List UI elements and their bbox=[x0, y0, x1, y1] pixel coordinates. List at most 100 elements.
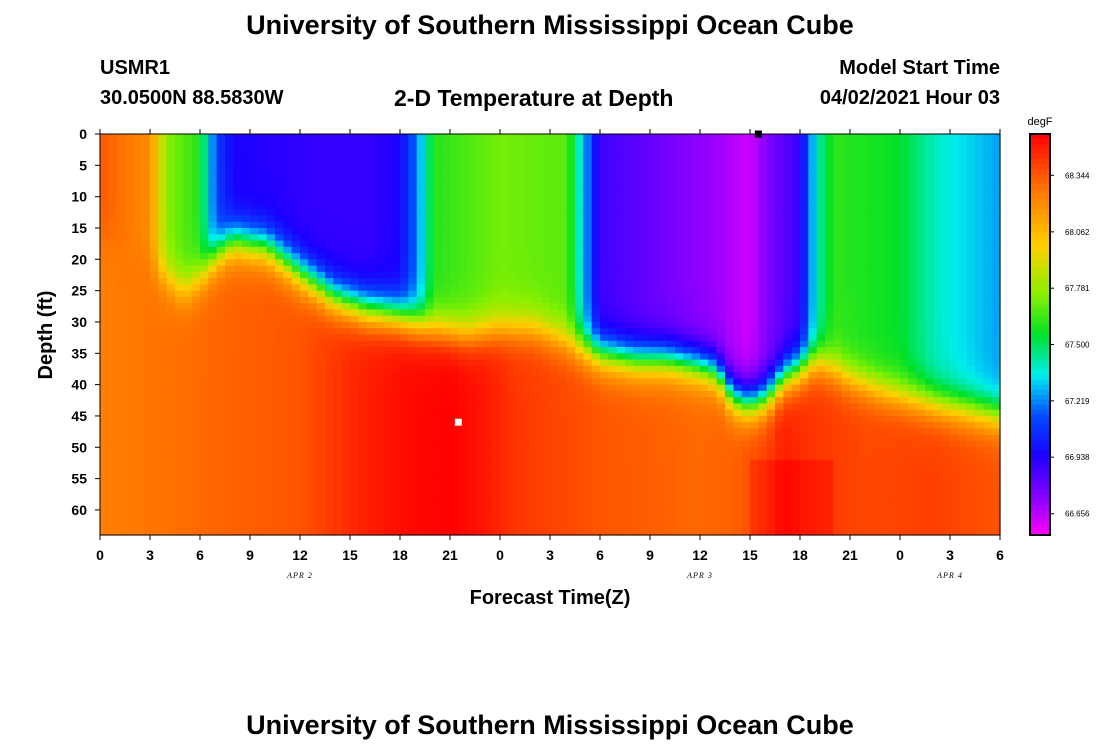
heatmap-cell bbox=[441, 171, 451, 179]
heatmap-cell bbox=[500, 321, 509, 329]
heatmap-cell bbox=[558, 215, 568, 223]
heatmap-cell bbox=[225, 478, 234, 486]
heatmap-cell bbox=[133, 290, 143, 298]
heatmap-cell bbox=[350, 453, 359, 461]
heatmap-cell bbox=[741, 372, 751, 379]
heatmap-cell bbox=[691, 215, 701, 223]
heatmap-cell bbox=[716, 303, 726, 311]
heatmap-cell bbox=[458, 271, 468, 279]
heatmap-cell bbox=[466, 177, 476, 185]
heatmap-cell bbox=[325, 459, 334, 467]
heatmap-cell bbox=[558, 422, 568, 430]
heatmap-cell bbox=[308, 240, 318, 248]
heatmap-cell bbox=[483, 497, 493, 505]
heatmap-cell bbox=[641, 171, 651, 179]
heatmap-cell bbox=[175, 140, 184, 148]
heatmap-cell bbox=[708, 484, 718, 492]
heatmap-cell bbox=[700, 202, 709, 210]
heatmap-cell bbox=[658, 503, 668, 511]
heatmap-cell bbox=[583, 434, 593, 442]
heatmap-cell bbox=[400, 472, 409, 480]
heatmap-cell bbox=[633, 278, 643, 285]
heatmap-cell bbox=[725, 353, 734, 361]
heatmap-cell bbox=[325, 516, 334, 524]
heatmap-cell bbox=[233, 422, 243, 430]
heatmap-cell bbox=[525, 227, 534, 235]
heatmap-cell bbox=[383, 202, 393, 210]
heatmap-cell bbox=[633, 428, 643, 436]
heatmap-cell bbox=[700, 403, 709, 411]
heatmap-cell bbox=[150, 134, 159, 141]
heatmap-cell bbox=[450, 503, 459, 511]
heatmap-cell bbox=[516, 309, 526, 317]
heatmap-cell bbox=[233, 503, 243, 511]
heatmap-cell bbox=[308, 484, 318, 492]
heatmap-cell bbox=[466, 528, 476, 536]
heatmap-cell bbox=[608, 165, 618, 173]
heatmap-cell bbox=[225, 334, 234, 342]
heatmap-cell bbox=[600, 152, 609, 160]
heatmap-cell bbox=[475, 184, 484, 191]
heatmap-cell bbox=[183, 409, 193, 417]
heatmap-cell bbox=[250, 278, 259, 285]
heatmap-cell bbox=[208, 253, 218, 260]
heatmap-cell bbox=[358, 390, 368, 398]
heatmap-cell bbox=[525, 397, 534, 405]
heatmap-cell bbox=[700, 516, 709, 524]
heatmap-cell bbox=[216, 271, 226, 279]
heatmap-cell bbox=[408, 209, 418, 217]
heatmap-cell bbox=[616, 378, 626, 386]
heatmap-cell bbox=[558, 353, 568, 361]
heatmap-cell bbox=[508, 397, 518, 405]
heatmap-cell bbox=[208, 165, 218, 173]
heatmap-cell bbox=[416, 353, 426, 361]
heatmap-cell bbox=[508, 509, 518, 517]
heatmap-cell bbox=[416, 152, 426, 160]
heatmap-cell bbox=[175, 522, 184, 530]
heatmap-cell bbox=[300, 190, 309, 198]
heatmap-cell bbox=[666, 484, 676, 492]
heatmap-cell bbox=[533, 134, 543, 141]
heatmap-cell bbox=[241, 390, 251, 398]
heatmap-cell bbox=[166, 384, 176, 392]
heatmap-cell bbox=[583, 441, 593, 448]
heatmap-cell bbox=[641, 441, 651, 448]
heatmap-cell bbox=[400, 278, 409, 285]
heatmap-cell bbox=[683, 378, 693, 386]
heatmap-cell bbox=[600, 472, 609, 480]
heatmap-cell bbox=[608, 478, 618, 486]
heatmap-cell bbox=[658, 265, 668, 273]
heatmap-cell bbox=[525, 453, 534, 461]
heatmap-cell bbox=[441, 378, 451, 386]
heatmap-cell bbox=[691, 171, 701, 179]
heatmap-cell bbox=[658, 221, 668, 229]
heatmap-cell bbox=[575, 491, 584, 499]
heatmap-cell bbox=[233, 497, 243, 505]
heatmap-cell bbox=[658, 466, 668, 473]
heatmap-cell bbox=[641, 227, 651, 235]
heatmap-cell bbox=[550, 209, 559, 217]
heatmap-cell bbox=[675, 321, 684, 329]
heatmap-cell bbox=[358, 484, 368, 492]
heatmap-cell bbox=[558, 347, 568, 354]
heatmap-cell bbox=[166, 459, 176, 467]
heatmap-cell bbox=[650, 453, 659, 461]
heatmap-cell bbox=[250, 227, 259, 235]
heatmap-cell bbox=[325, 196, 334, 204]
heatmap-cell bbox=[225, 309, 234, 317]
heatmap-cell bbox=[150, 365, 159, 373]
heatmap-cell bbox=[308, 522, 318, 530]
heatmap-cell bbox=[416, 321, 426, 329]
heatmap-cell bbox=[600, 503, 609, 511]
heatmap-cell bbox=[608, 296, 618, 304]
heatmap-cell bbox=[633, 215, 643, 223]
heatmap-cell bbox=[175, 365, 184, 373]
heatmap-cell bbox=[341, 253, 351, 260]
heatmap-cell bbox=[133, 177, 143, 185]
heatmap-cell bbox=[641, 478, 651, 486]
heatmap-cell bbox=[350, 278, 359, 285]
heatmap-cell bbox=[275, 459, 284, 467]
heatmap-cell bbox=[641, 196, 651, 204]
heatmap-cell bbox=[391, 378, 401, 386]
heatmap-cell bbox=[100, 359, 109, 367]
